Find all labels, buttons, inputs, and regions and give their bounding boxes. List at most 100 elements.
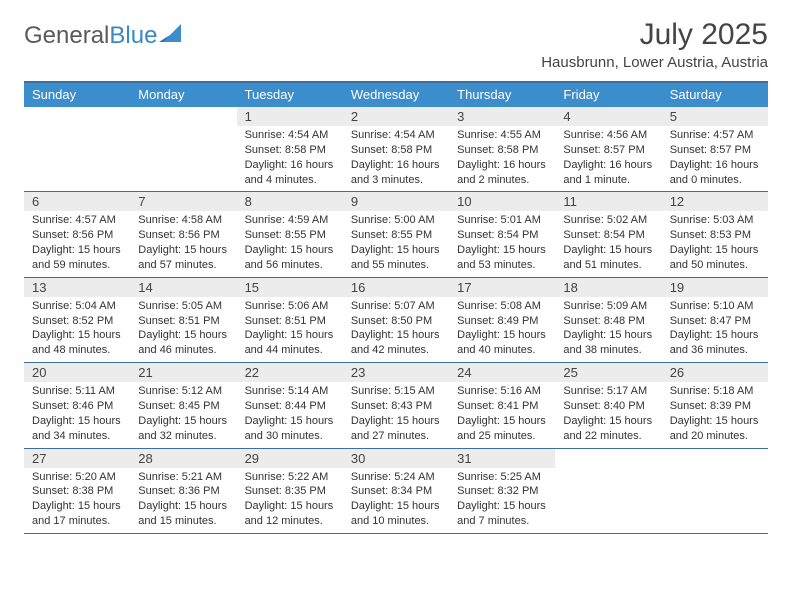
sunset-line: Sunset: 8:56 PM: [138, 228, 228, 243]
sunrise-line: Sunrise: 4:56 AM: [563, 128, 653, 143]
day-body: Sunrise: 5:20 AMSunset: 8:38 PMDaylight:…: [24, 468, 130, 533]
daylight-line: Daylight: 15 hours and 25 minutes.: [457, 414, 547, 444]
weekday-header-cell: Sunday: [24, 83, 130, 107]
day-number: 21: [130, 363, 236, 382]
sunset-line: Sunset: 8:35 PM: [245, 484, 335, 499]
day-number: 8: [237, 192, 343, 211]
sunset-line: Sunset: 8:51 PM: [245, 314, 335, 329]
day-number: 20: [24, 363, 130, 382]
sunset-line: Sunset: 8:48 PM: [563, 314, 653, 329]
brand-part2: Blue: [109, 24, 157, 48]
calendar: SundayMondayTuesdayWednesdayThursdayFrid…: [24, 81, 768, 534]
day-number: 10: [449, 192, 555, 211]
sunrise-line: Sunrise: 4:57 AM: [670, 128, 760, 143]
day-cell: 30Sunrise: 5:24 AMSunset: 8:34 PMDayligh…: [343, 449, 449, 533]
daylight-line: Daylight: 15 hours and 44 minutes.: [245, 328, 335, 358]
daylight-line: Daylight: 15 hours and 56 minutes.: [245, 243, 335, 273]
week-row: 1Sunrise: 4:54 AMSunset: 8:58 PMDaylight…: [24, 107, 768, 192]
day-number: 27: [24, 449, 130, 468]
sunset-line: Sunset: 8:52 PM: [32, 314, 122, 329]
day-cell: 20Sunrise: 5:11 AMSunset: 8:46 PMDayligh…: [24, 363, 130, 447]
weeks-container: 1Sunrise: 4:54 AMSunset: 8:58 PMDaylight…: [24, 107, 768, 534]
day-cell: 25Sunrise: 5:17 AMSunset: 8:40 PMDayligh…: [555, 363, 661, 447]
calendar-page: GeneralBlue July 2025 Hausbrunn, Lower A…: [0, 0, 792, 554]
sunrise-line: Sunrise: 5:08 AM: [457, 299, 547, 314]
daylight-line: Daylight: 15 hours and 40 minutes.: [457, 328, 547, 358]
day-body: Sunrise: 5:08 AMSunset: 8:49 PMDaylight:…: [449, 297, 555, 362]
daylight-line: Daylight: 15 hours and 10 minutes.: [351, 499, 441, 529]
daylight-line: Daylight: 15 hours and 30 minutes.: [245, 414, 335, 444]
sunrise-line: Sunrise: 4:57 AM: [32, 213, 122, 228]
daylight-line: Daylight: 15 hours and 53 minutes.: [457, 243, 547, 273]
day-number: 18: [555, 278, 661, 297]
daylight-line: Daylight: 15 hours and 55 minutes.: [351, 243, 441, 273]
day-cell: 5Sunrise: 4:57 AMSunset: 8:57 PMDaylight…: [662, 107, 768, 191]
daylight-line: Daylight: 15 hours and 17 minutes.: [32, 499, 122, 529]
day-cell: 17Sunrise: 5:08 AMSunset: 8:49 PMDayligh…: [449, 278, 555, 362]
day-number: 16: [343, 278, 449, 297]
day-cell: 8Sunrise: 4:59 AMSunset: 8:55 PMDaylight…: [237, 192, 343, 276]
day-cell: 9Sunrise: 5:00 AMSunset: 8:55 PMDaylight…: [343, 192, 449, 276]
sunrise-line: Sunrise: 5:09 AM: [563, 299, 653, 314]
day-number: 3: [449, 107, 555, 126]
day-body: Sunrise: 5:18 AMSunset: 8:39 PMDaylight:…: [662, 382, 768, 447]
sunrise-line: Sunrise: 5:15 AM: [351, 384, 441, 399]
sunset-line: Sunset: 8:57 PM: [670, 143, 760, 158]
weekday-header-cell: Friday: [555, 83, 661, 107]
empty-cell: [130, 107, 236, 191]
day-number: 22: [237, 363, 343, 382]
sunset-line: Sunset: 8:34 PM: [351, 484, 441, 499]
day-cell: 15Sunrise: 5:06 AMSunset: 8:51 PMDayligh…: [237, 278, 343, 362]
day-cell: 29Sunrise: 5:22 AMSunset: 8:35 PMDayligh…: [237, 449, 343, 533]
sunset-line: Sunset: 8:40 PM: [563, 399, 653, 414]
daylight-line: Daylight: 16 hours and 3 minutes.: [351, 158, 441, 188]
sunrise-line: Sunrise: 5:17 AM: [563, 384, 653, 399]
sunset-line: Sunset: 8:45 PM: [138, 399, 228, 414]
day-body: Sunrise: 5:09 AMSunset: 8:48 PMDaylight:…: [555, 297, 661, 362]
day-body: Sunrise: 4:54 AMSunset: 8:58 PMDaylight:…: [237, 126, 343, 191]
day-cell: 26Sunrise: 5:18 AMSunset: 8:39 PMDayligh…: [662, 363, 768, 447]
day-cell: 21Sunrise: 5:12 AMSunset: 8:45 PMDayligh…: [130, 363, 236, 447]
sunset-line: Sunset: 8:50 PM: [351, 314, 441, 329]
header: GeneralBlue July 2025 Hausbrunn, Lower A…: [24, 18, 768, 71]
day-cell: 18Sunrise: 5:09 AMSunset: 8:48 PMDayligh…: [555, 278, 661, 362]
day-number: 7: [130, 192, 236, 211]
sunset-line: Sunset: 8:57 PM: [563, 143, 653, 158]
day-body: Sunrise: 5:11 AMSunset: 8:46 PMDaylight:…: [24, 382, 130, 447]
sunset-line: Sunset: 8:55 PM: [245, 228, 335, 243]
day-number: 1: [237, 107, 343, 126]
day-number: 11: [555, 192, 661, 211]
day-cell: 16Sunrise: 5:07 AMSunset: 8:50 PMDayligh…: [343, 278, 449, 362]
day-cell: 31Sunrise: 5:25 AMSunset: 8:32 PMDayligh…: [449, 449, 555, 533]
day-number: 15: [237, 278, 343, 297]
daylight-line: Daylight: 16 hours and 0 minutes.: [670, 158, 760, 188]
sunset-line: Sunset: 8:54 PM: [457, 228, 547, 243]
day-body: Sunrise: 5:24 AMSunset: 8:34 PMDaylight:…: [343, 468, 449, 533]
day-body: Sunrise: 5:12 AMSunset: 8:45 PMDaylight:…: [130, 382, 236, 447]
day-number: 28: [130, 449, 236, 468]
brand-part1: General: [24, 24, 109, 48]
sunrise-line: Sunrise: 5:01 AM: [457, 213, 547, 228]
sunset-line: Sunset: 8:36 PM: [138, 484, 228, 499]
day-cell: 13Sunrise: 5:04 AMSunset: 8:52 PMDayligh…: [24, 278, 130, 362]
sunset-line: Sunset: 8:58 PM: [457, 143, 547, 158]
sunset-line: Sunset: 8:32 PM: [457, 484, 547, 499]
day-body: Sunrise: 5:05 AMSunset: 8:51 PMDaylight:…: [130, 297, 236, 362]
sunrise-line: Sunrise: 5:07 AM: [351, 299, 441, 314]
sunrise-line: Sunrise: 5:10 AM: [670, 299, 760, 314]
day-body: Sunrise: 5:03 AMSunset: 8:53 PMDaylight:…: [662, 211, 768, 276]
sunrise-line: Sunrise: 4:58 AM: [138, 213, 228, 228]
sunset-line: Sunset: 8:49 PM: [457, 314, 547, 329]
sunset-line: Sunset: 8:53 PM: [670, 228, 760, 243]
day-number: 13: [24, 278, 130, 297]
day-body: Sunrise: 5:06 AMSunset: 8:51 PMDaylight:…: [237, 297, 343, 362]
day-body: Sunrise: 4:58 AMSunset: 8:56 PMDaylight:…: [130, 211, 236, 276]
weekday-header-cell: Thursday: [449, 83, 555, 107]
sunrise-line: Sunrise: 5:14 AM: [245, 384, 335, 399]
sunrise-line: Sunrise: 5:20 AM: [32, 470, 122, 485]
day-number: 12: [662, 192, 768, 211]
day-body: Sunrise: 5:02 AMSunset: 8:54 PMDaylight:…: [555, 211, 661, 276]
weekday-header-cell: Wednesday: [343, 83, 449, 107]
daylight-line: Daylight: 15 hours and 59 minutes.: [32, 243, 122, 273]
sunset-line: Sunset: 8:51 PM: [138, 314, 228, 329]
